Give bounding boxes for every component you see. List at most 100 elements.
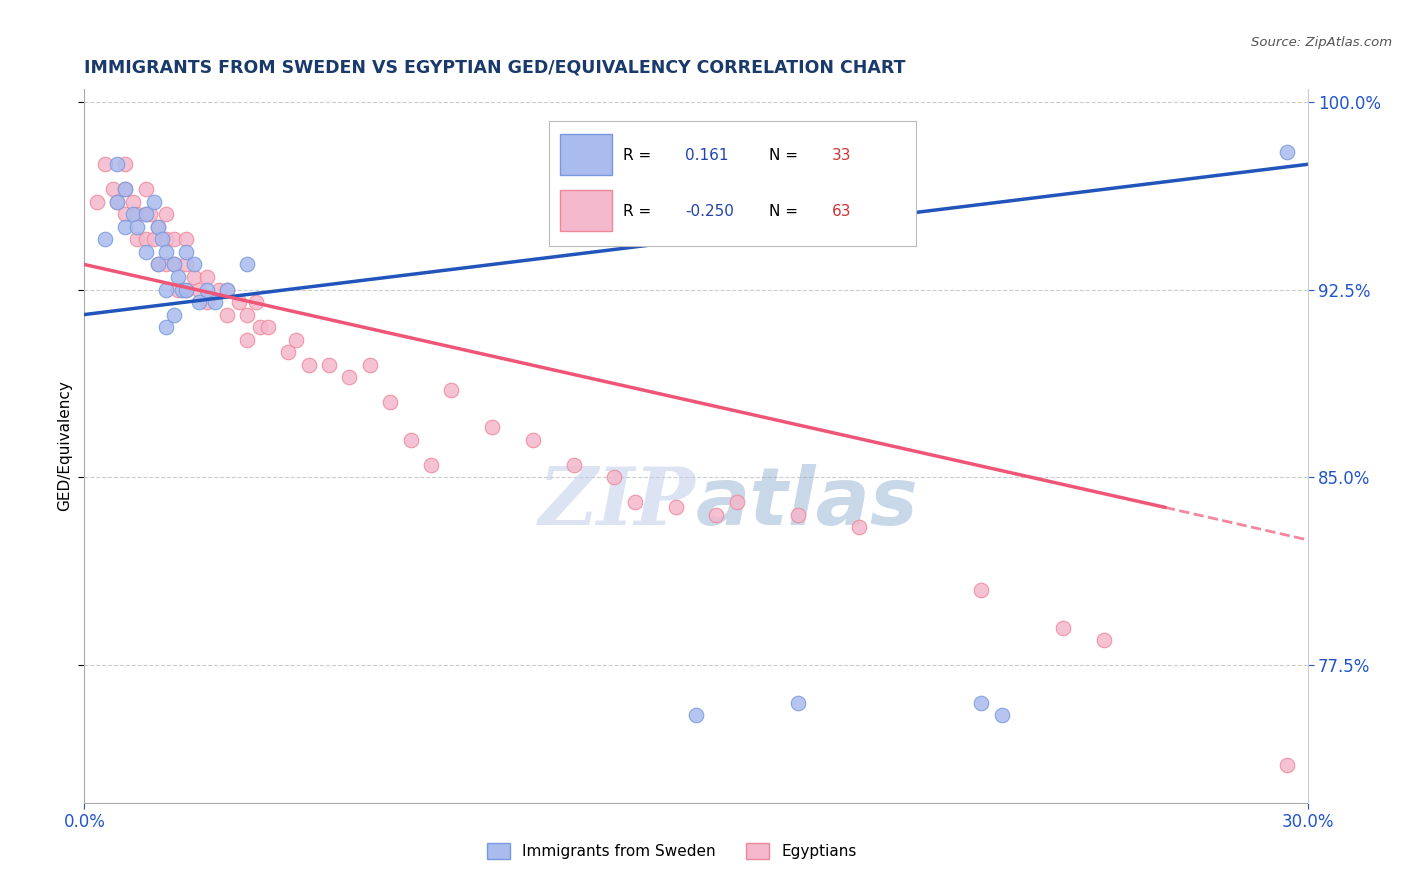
Point: [359, 358, 381, 372]
Point: [142, 232, 165, 246]
Point: [685, 708, 707, 723]
Point: [787, 696, 810, 710]
Point: [142, 194, 165, 209]
Point: [155, 283, 177, 297]
Text: atlas: atlas: [696, 464, 918, 542]
Point: [481, 420, 503, 434]
Point: [163, 257, 186, 271]
Text: IMMIGRANTS FROM SWEDEN VS EGYPTIAN GED/EQUIVALENCY CORRELATION CHART: IMMIGRANTS FROM SWEDEN VS EGYPTIAN GED/E…: [84, 59, 905, 77]
Point: [135, 207, 157, 221]
Point: [114, 157, 136, 171]
Point: [217, 283, 239, 297]
Point: [105, 194, 128, 209]
Point: [1092, 633, 1115, 648]
Point: [285, 333, 308, 347]
Point: [339, 370, 361, 384]
Point: [245, 295, 267, 310]
Point: [135, 244, 157, 259]
Point: [155, 244, 177, 259]
Point: [195, 283, 218, 297]
Point: [970, 582, 993, 597]
Point: [122, 194, 145, 209]
Point: [127, 207, 149, 221]
Point: [1052, 621, 1074, 635]
Point: [187, 283, 209, 297]
Point: [174, 244, 197, 259]
Point: [172, 283, 194, 297]
Point: [135, 232, 157, 246]
Point: [257, 320, 280, 334]
Point: [706, 508, 728, 522]
Point: [93, 232, 115, 246]
Point: [101, 182, 124, 196]
Point: [174, 232, 197, 246]
Point: [163, 257, 186, 271]
Text: Source: ZipAtlas.com: Source: ZipAtlas.com: [1251, 36, 1392, 49]
Point: [195, 295, 218, 310]
Point: [146, 257, 169, 271]
Point: [970, 696, 993, 710]
Point: [127, 219, 149, 234]
Point: [163, 232, 186, 246]
Point: [665, 500, 688, 515]
Point: [380, 395, 402, 409]
Point: [195, 270, 218, 285]
Legend: Immigrants from Sweden, Egyptians: Immigrants from Sweden, Egyptians: [486, 844, 856, 859]
Point: [228, 295, 250, 310]
Point: [135, 207, 157, 221]
Point: [217, 283, 239, 297]
Point: [1277, 758, 1299, 772]
Point: [163, 308, 186, 322]
Point: [146, 257, 169, 271]
Point: [236, 308, 259, 322]
Point: [114, 182, 136, 196]
Point: [93, 157, 115, 171]
Point: [105, 157, 128, 171]
Point: [174, 283, 197, 297]
Point: [318, 358, 340, 372]
Point: [848, 520, 870, 534]
Point: [146, 219, 169, 234]
Point: [114, 219, 136, 234]
Point: [155, 320, 177, 334]
Point: [787, 508, 810, 522]
Point: [562, 458, 585, 472]
Point: [174, 283, 197, 297]
Point: [208, 283, 231, 297]
Point: [187, 295, 209, 310]
Point: [277, 345, 299, 359]
Point: [174, 257, 197, 271]
Point: [1277, 145, 1299, 159]
Point: [167, 283, 190, 297]
Point: [114, 182, 136, 196]
Point: [146, 219, 169, 234]
Point: [105, 194, 128, 209]
Point: [420, 458, 443, 472]
Text: ZIP: ZIP: [538, 465, 696, 541]
Point: [624, 495, 647, 509]
Point: [127, 232, 149, 246]
Point: [603, 470, 626, 484]
Point: [183, 270, 205, 285]
Y-axis label: GED/Equivalency: GED/Equivalency: [56, 381, 72, 511]
Point: [155, 232, 177, 246]
Point: [167, 270, 190, 285]
Point: [217, 308, 239, 322]
Point: [236, 257, 259, 271]
Point: [135, 182, 157, 196]
Point: [155, 207, 177, 221]
Point: [155, 257, 177, 271]
Point: [440, 383, 463, 397]
Point: [183, 257, 205, 271]
Point: [138, 207, 160, 221]
Point: [86, 194, 108, 209]
Point: [204, 295, 226, 310]
Point: [991, 708, 1014, 723]
Point: [236, 333, 259, 347]
Point: [114, 207, 136, 221]
Point: [522, 433, 544, 447]
Point: [122, 207, 145, 221]
Point: [298, 358, 321, 372]
Point: [249, 320, 271, 334]
Point: [399, 433, 422, 447]
